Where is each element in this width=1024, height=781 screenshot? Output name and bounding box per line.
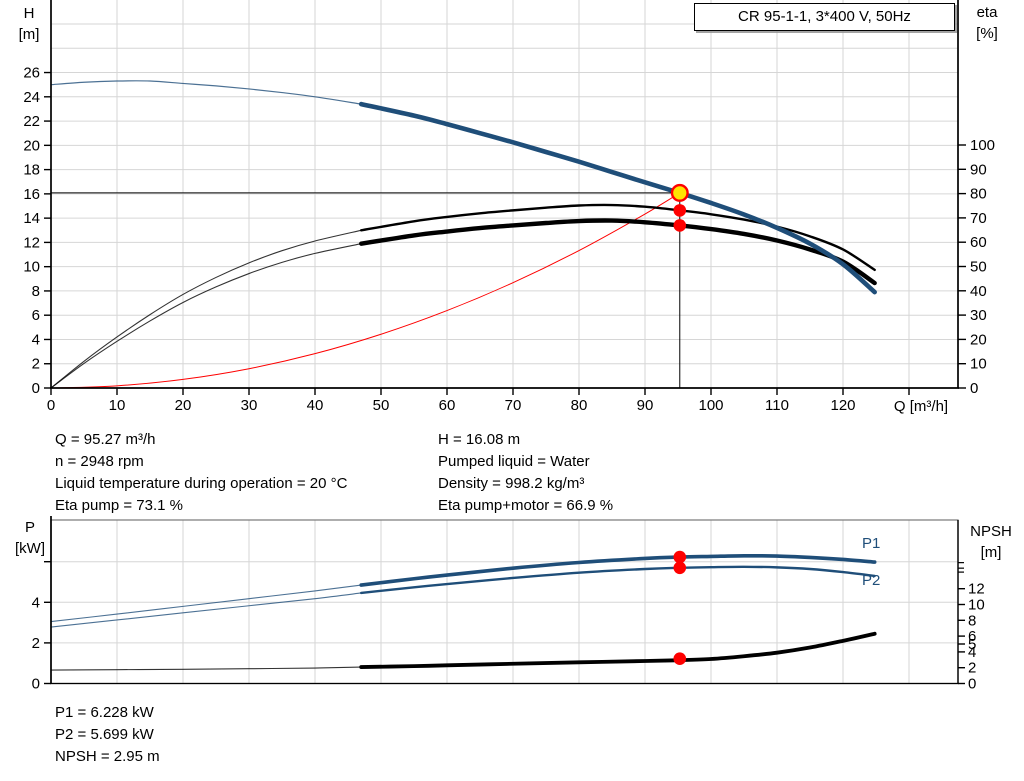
p-tick-label: 0 <box>32 676 40 693</box>
npsh-tick-label: 2 <box>968 660 976 677</box>
h-axis-name: H <box>11 3 47 24</box>
info-density: Density = 998.2 kg/m³ <box>438 473 613 495</box>
eta-tick-label: 0 <box>970 380 978 397</box>
pump-curve-panel: 0246810121416182022242601020304050607080… <box>0 0 1024 781</box>
p-axis-unit: [kW] <box>8 538 52 559</box>
npsh-tick-label: 8 <box>968 612 976 629</box>
q-tick-label: 40 <box>307 397 324 414</box>
eta-axis-unit: [%] <box>964 23 1010 44</box>
q-tick-label: 70 <box>505 397 522 414</box>
npsh-curve <box>361 634 874 667</box>
info-q: Q = 95.27 m³/h <box>55 429 347 451</box>
eta-pump-motor-point <box>673 219 686 232</box>
eta-tick-label: 80 <box>970 186 987 203</box>
h-tick-label: 10 <box>23 259 40 276</box>
p-tick-label: 2 <box>32 635 40 652</box>
duty-info-right: H = 16.08 m Pumped liquid = Water Densit… <box>438 429 613 517</box>
h-q-curve <box>361 104 874 292</box>
result-p2: P2 = 5.699 kW <box>55 724 160 746</box>
q-tick-label: 50 <box>373 397 390 414</box>
eta-tick-label: 20 <box>970 331 987 348</box>
h-tick-label: 16 <box>23 186 40 203</box>
p1-duty-point <box>673 551 686 564</box>
h-tick-label: 0 <box>32 380 40 397</box>
h-tick-label: 8 <box>32 283 40 300</box>
info-eta-pump-motor: Eta pump+motor = 66.9 % <box>438 495 613 517</box>
p2-curve-tag: P2 <box>862 572 880 589</box>
q-tick-label: 0 <box>47 397 55 414</box>
h-axis-unit: [m] <box>11 24 47 45</box>
eta-tick-label: 40 <box>970 283 987 300</box>
h-tick-label: 26 <box>23 65 40 82</box>
npsh-tick-label: 10 <box>968 597 985 614</box>
h-tick-label: 4 <box>32 331 40 348</box>
curves-svg: 0246810121416182022242601020304050607080… <box>0 0 1024 781</box>
q-tick-label: 110 <box>765 397 789 414</box>
result-npsh: NPSH = 2.95 m <box>55 746 160 768</box>
h-tick-label: 24 <box>23 89 40 106</box>
info-speed: n = 2948 rpm <box>55 451 347 473</box>
q-tick-label: 100 <box>698 397 723 414</box>
npsh-tick-label: 0 <box>968 676 976 693</box>
h-tick-label: 2 <box>32 356 40 373</box>
q-tick-label: 120 <box>830 397 855 414</box>
result-block: P1 = 6.228 kW P2 = 5.699 kW NPSH = 2.95 … <box>55 702 160 768</box>
p-axis-label: P [kW] <box>8 517 52 559</box>
npsh-axis-unit: [m] <box>960 542 1022 563</box>
eta-axis-name: eta <box>964 2 1010 23</box>
p-tick-label: 4 <box>32 594 40 611</box>
q-tick-label: 30 <box>241 397 258 414</box>
npsh-duty-point <box>673 652 686 665</box>
q-axis-label: Q [m³/h] <box>875 396 967 417</box>
eta-tick-label: 30 <box>970 307 987 324</box>
eta-tick-label: 70 <box>970 210 987 227</box>
eta-tick-label: 60 <box>970 234 987 251</box>
h-tick-label: 18 <box>23 162 40 179</box>
eta-tick-label: 100 <box>970 137 995 154</box>
info-pumped-liquid: Pumped liquid = Water <box>438 451 613 473</box>
info-liquid-temp: Liquid temperature during operation = 20… <box>55 473 347 495</box>
h-tick-label: 12 <box>23 234 40 251</box>
p1-curve-tag: P1 <box>862 535 880 552</box>
eta-axis-label: eta [%] <box>964 2 1010 44</box>
q-tick-label: 10 <box>109 397 126 414</box>
npsh-tick-label: 4 <box>968 644 976 661</box>
result-p1: P1 = 6.228 kW <box>55 702 160 724</box>
h-tick-label: 14 <box>23 210 40 227</box>
eta-tick-label: 10 <box>970 356 987 373</box>
p-axis-name: P <box>8 517 52 538</box>
p2-duty-point <box>673 562 686 575</box>
q-tick-label: 20 <box>175 397 192 414</box>
eta-tick-label: 50 <box>970 259 987 276</box>
q-tick-label: 60 <box>439 397 456 414</box>
h-tick-label: 6 <box>32 307 40 324</box>
npsh-tick-label: 12 <box>968 581 985 598</box>
q-tick-label: 90 <box>637 397 654 414</box>
power-chart-frame <box>51 520 958 684</box>
pump-title-box: CR 95-1-1, 3*400 V, 50Hz <box>694 3 955 31</box>
npsh-axis-name: NPSH <box>960 521 1022 542</box>
duty-info-left: Q = 95.27 m³/h n = 2948 rpm Liquid tempe… <box>55 429 347 517</box>
npsh-axis-label: NPSH [m] <box>960 521 1022 563</box>
p2-curve <box>361 567 874 593</box>
eta-tick-label: 90 <box>970 161 987 178</box>
h-tick-label: 20 <box>23 137 40 154</box>
h-tick-label: 22 <box>23 113 40 130</box>
info-eta-pump: Eta pump = 73.1 % <box>55 495 347 517</box>
duty-point-marker[interactable] <box>672 185 688 201</box>
h-axis-label: H [m] <box>11 3 47 45</box>
info-head: H = 16.08 m <box>438 429 613 451</box>
q-tick-label: 80 <box>571 397 588 414</box>
eta-pump-point <box>673 204 686 217</box>
